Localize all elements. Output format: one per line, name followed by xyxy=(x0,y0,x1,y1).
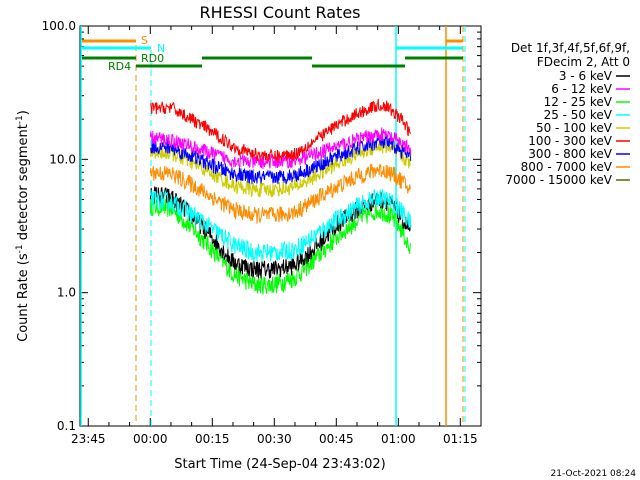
legend-entry-label: 6 - 12 keV xyxy=(551,82,613,96)
series-line xyxy=(149,196,412,295)
legend-header-2: FDecim 2, Att 0 xyxy=(537,55,630,69)
legend-entry-label: 25 - 50 keV xyxy=(544,108,613,122)
legend-header-1: Det 1f,3f,4f,5f,6f,9f, xyxy=(511,41,630,55)
y-label-sup1: -1 xyxy=(15,244,25,253)
x-tick-label: 01:00 xyxy=(381,432,416,446)
x-tick-label: 00:45 xyxy=(319,432,354,446)
legend-entry-label: 300 - 800 keV xyxy=(528,147,612,161)
y-label-main: Count Rate (s xyxy=(16,253,31,342)
y-tick-label: 100.0 xyxy=(42,19,76,33)
timestamp: 21-Oct-2021 08:24 xyxy=(551,469,637,479)
time-markers xyxy=(80,26,466,426)
series-traces xyxy=(149,98,412,295)
chart-title: RHESSI Count Rates xyxy=(200,3,361,22)
y-axis-label: Count Rate (s-1 detector segment-1) xyxy=(15,110,31,342)
y-label-sup2: -1 xyxy=(15,115,25,124)
x-tick-label: 00:30 xyxy=(257,432,292,446)
series-line xyxy=(149,127,412,170)
x-axis-label: Start Time (24-Sep-04 23:43:02) xyxy=(174,457,385,472)
flag-label-rd0: RD0 xyxy=(141,52,164,65)
y-tick-label: 10.0 xyxy=(49,152,76,166)
y-label-mid: detector segment xyxy=(16,124,31,244)
x-axis-ticks: 23:45 00:00 00:15 00:30 00:45 01:00 01:15 xyxy=(71,26,482,446)
y-label-end: ) xyxy=(16,110,31,115)
x-tick-label: 00:15 xyxy=(195,432,230,446)
x-tick-label: 23:45 xyxy=(71,432,106,446)
x-tick-label: 01:15 xyxy=(443,432,478,446)
plot-frame xyxy=(79,25,482,427)
legend-entry-label: 800 - 7000 keV xyxy=(521,160,613,174)
series-line xyxy=(149,189,412,263)
legend-entry-label: 12 - 25 keV xyxy=(544,95,613,109)
state-bars: S N RD0 RD4 xyxy=(82,34,463,73)
legend-entry-label: 50 - 100 keV xyxy=(536,121,613,135)
y-tick-label: 0.1 xyxy=(57,419,76,433)
series-line xyxy=(150,134,412,185)
legend: Det 1f,3f,4f,5f,6f,9f, FDecim 2, Att 0 3… xyxy=(505,41,630,187)
series-line xyxy=(149,163,412,224)
legend-entry-label: 100 - 300 keV xyxy=(528,134,612,148)
series-line xyxy=(149,139,412,198)
flag-label-s: S xyxy=(141,34,148,47)
series-line xyxy=(149,98,412,163)
legend-entry-label: 3 - 6 keV xyxy=(559,69,613,83)
flag-label-n: N xyxy=(157,42,165,55)
x-tick-label: 00:00 xyxy=(133,432,168,446)
y-tick-label: 1.0 xyxy=(57,286,76,300)
legend-entry-label: 7000 - 15000 keV xyxy=(505,173,612,187)
flag-label-rd4: RD4 xyxy=(108,60,131,73)
